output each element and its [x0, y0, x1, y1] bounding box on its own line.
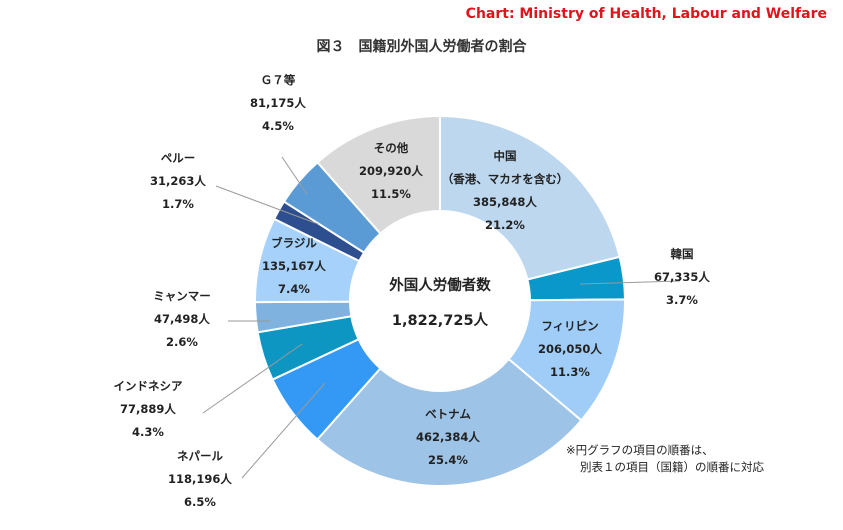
- label-7-value_label: 135,167人: [262, 259, 326, 273]
- label-3-name: ベトナム: [425, 407, 471, 421]
- label-6-percent_label: 2.6%: [166, 335, 198, 349]
- leader-lines-group: [202, 156, 681, 479]
- label-1-value_label: 67,335人: [654, 270, 710, 284]
- label-10-percent_label: 11.5%: [371, 187, 411, 201]
- label-3-value_label: 462,384人: [416, 430, 480, 444]
- slice-labels-group: 中国 （香港、マカオを含む） 385,848人 21.2% 韓国 67,335人 3.7% フ…: [114, 73, 711, 509]
- label-3-percent_label: 25.4%: [428, 453, 468, 467]
- label-7-name: ブラジル: [271, 236, 317, 250]
- label-2-percent_label: 11.3%: [550, 365, 590, 379]
- leader-line-5: [202, 343, 303, 414]
- label-8-value_label: 31,263人: [150, 174, 206, 188]
- footnote: ※円グラフの項目の順番は、 別表１の項目（国籍）の順番に対応: [566, 442, 764, 476]
- leader-line-4: [241, 382, 326, 479]
- label-5-name: インドネシア: [114, 379, 183, 393]
- label-2-name: フィリピン: [541, 319, 598, 333]
- label-5-percent_label: 4.3%: [132, 425, 164, 439]
- label-8-name: ペルー: [161, 151, 196, 165]
- label-9-value_label: 81,175人: [250, 96, 306, 110]
- label-1-name: 韓国: [671, 247, 694, 261]
- label-2-value_label: 206,050人: [538, 342, 602, 356]
- label-9-name: Ｇ７等: [261, 73, 296, 87]
- leader-line-1: [579, 280, 681, 285]
- label-8-percent_label: 1.7%: [162, 197, 194, 211]
- label-0-name: 中国: [494, 149, 517, 163]
- slice-3: [315, 357, 583, 487]
- slices-group: [253, 114, 627, 487]
- leader-line-8: [215, 185, 319, 225]
- label-10-value_label: 209,920人: [359, 164, 423, 178]
- label-9-percent_label: 4.5%: [262, 119, 294, 133]
- center-label: 外国人労働者数: [389, 276, 491, 294]
- label-0-percent_label: 21.2%: [485, 218, 525, 232]
- label-1-percent_label: 3.7%: [666, 293, 698, 307]
- slice-10: [316, 114, 441, 235]
- leader-line-9: [281, 156, 308, 195]
- label-0-name2: （香港、マカオを含む）: [442, 172, 569, 186]
- source-credit: Chart: Ministry of Health, Labour and We…: [465, 6, 827, 22]
- slice-0: [439, 114, 621, 281]
- label-7-percent_label: 7.4%: [278, 282, 310, 296]
- chart-title: 図３ 国籍別外国人労働者の割合: [316, 39, 527, 55]
- center-value: 1,822,725人: [392, 312, 489, 329]
- label-4-percent_label: 6.5%: [184, 495, 216, 509]
- label-4-name: ネパール: [177, 449, 223, 463]
- label-0-value_label: 385,848人: [473, 195, 537, 209]
- label-4-value_label: 118,196人: [168, 472, 232, 486]
- footnote-line-1: ※円グラフの項目の順番は、: [566, 443, 714, 457]
- label-5-value_label: 77,889人: [120, 402, 176, 416]
- label-6-name: ミャンマー: [153, 289, 211, 303]
- label-6-value_label: 47,498人: [154, 312, 210, 326]
- label-10-name: その他: [374, 141, 409, 155]
- footnote-line-2: 別表１の項目（国籍）の順番に対応: [580, 460, 764, 474]
